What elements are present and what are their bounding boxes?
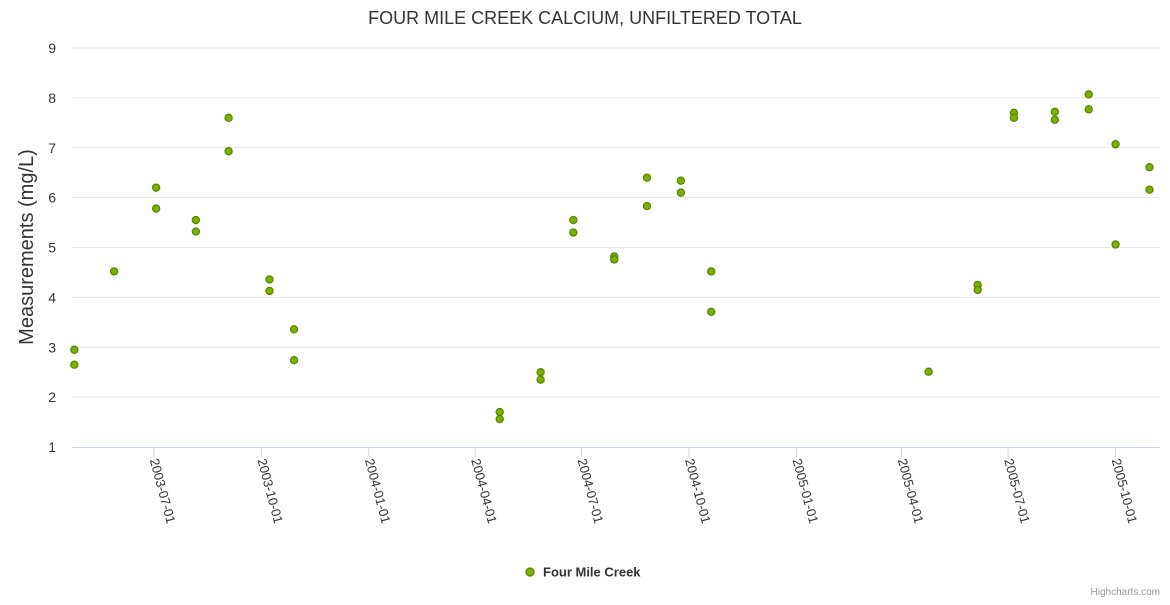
data-point[interactable] [495,407,504,417]
data-point[interactable] [151,204,161,213]
data-point[interactable] [536,367,545,377]
data-point[interactable] [1111,140,1120,149]
x-tick-label: 2004-01-01 [362,457,394,525]
data-point[interactable] [289,356,299,365]
legend-label: Four Mile Creek [543,565,641,580]
x-tick-label: 2005-07-01 [1001,457,1033,525]
y-tick-label: 5 [48,240,56,256]
credits-link[interactable]: Highcharts.com [1091,587,1160,598]
x-tick-label: 2004-04-01 [468,457,500,525]
y-tick-label: 9 [48,40,56,56]
data-point[interactable] [1145,185,1154,194]
data-point[interactable] [1084,105,1093,114]
data-point[interactable] [924,367,933,376]
y-tick-label: 6 [48,190,56,206]
x-tick-label: 2003-07-01 [147,457,179,525]
data-point[interactable] [707,267,716,276]
legend-marker [525,567,535,577]
data-point[interactable] [536,375,545,384]
data-point[interactable] [610,255,619,264]
data-point[interactable] [707,307,716,317]
y-tick-label: 1 [48,439,56,455]
data-point[interactable] [1009,113,1019,123]
legend[interactable]: Four Mile Creek [525,565,641,580]
x-tick-label: 2003-10-01 [254,457,286,525]
x-tick-label: 2005-10-01 [1109,457,1141,525]
y-axis: 1 2 3 4 5 6 7 8 9 [48,40,56,455]
x-tick-label: 2004-10-01 [682,457,714,525]
data-point[interactable] [191,215,201,225]
data-points [70,90,1154,424]
data-point[interactable] [569,215,578,225]
data-point[interactable] [676,188,686,197]
y-tick-label: 3 [48,339,56,355]
data-point[interactable] [1084,90,1093,99]
data-point[interactable] [224,147,233,156]
x-tick-label: 2005-04-01 [895,457,927,525]
y-tick-label: 4 [48,289,56,305]
data-point[interactable] [1050,115,1060,125]
data-point[interactable] [70,345,79,354]
data-point[interactable] [495,414,504,424]
data-point[interactable] [1111,240,1120,249]
data-point[interactable] [191,227,201,236]
y-tick-label: 2 [48,389,56,405]
gridlines [72,47,1160,398]
data-point[interactable] [151,183,161,192]
x-tick-label: 2005-01-01 [790,457,822,525]
y-tick-label: 7 [48,140,56,156]
data-point[interactable] [224,113,233,123]
data-point[interactable] [642,173,652,182]
data-point[interactable] [265,286,274,296]
x-axis: 2003-07-01 2003-10-01 2004-01-01 2004-04-01… [72,447,1160,525]
data-point[interactable] [1050,107,1060,117]
data-point[interactable] [109,267,119,276]
data-point[interactable] [642,201,652,211]
y-tick-label: 8 [48,90,56,106]
data-point[interactable] [289,325,299,334]
data-point[interactable] [676,176,686,185]
x-tick-label: 2004-07-01 [575,457,607,525]
data-point[interactable] [265,275,274,284]
data-point[interactable] [70,360,79,369]
chart-title: FOUR MILE CREEK CALCIUM, UNFILTERED TOTA… [368,8,802,28]
y-axis-title: Measurements (mg/L) [16,149,38,345]
data-point[interactable] [569,228,578,237]
data-point[interactable] [1145,163,1154,172]
data-point[interactable] [973,285,982,295]
